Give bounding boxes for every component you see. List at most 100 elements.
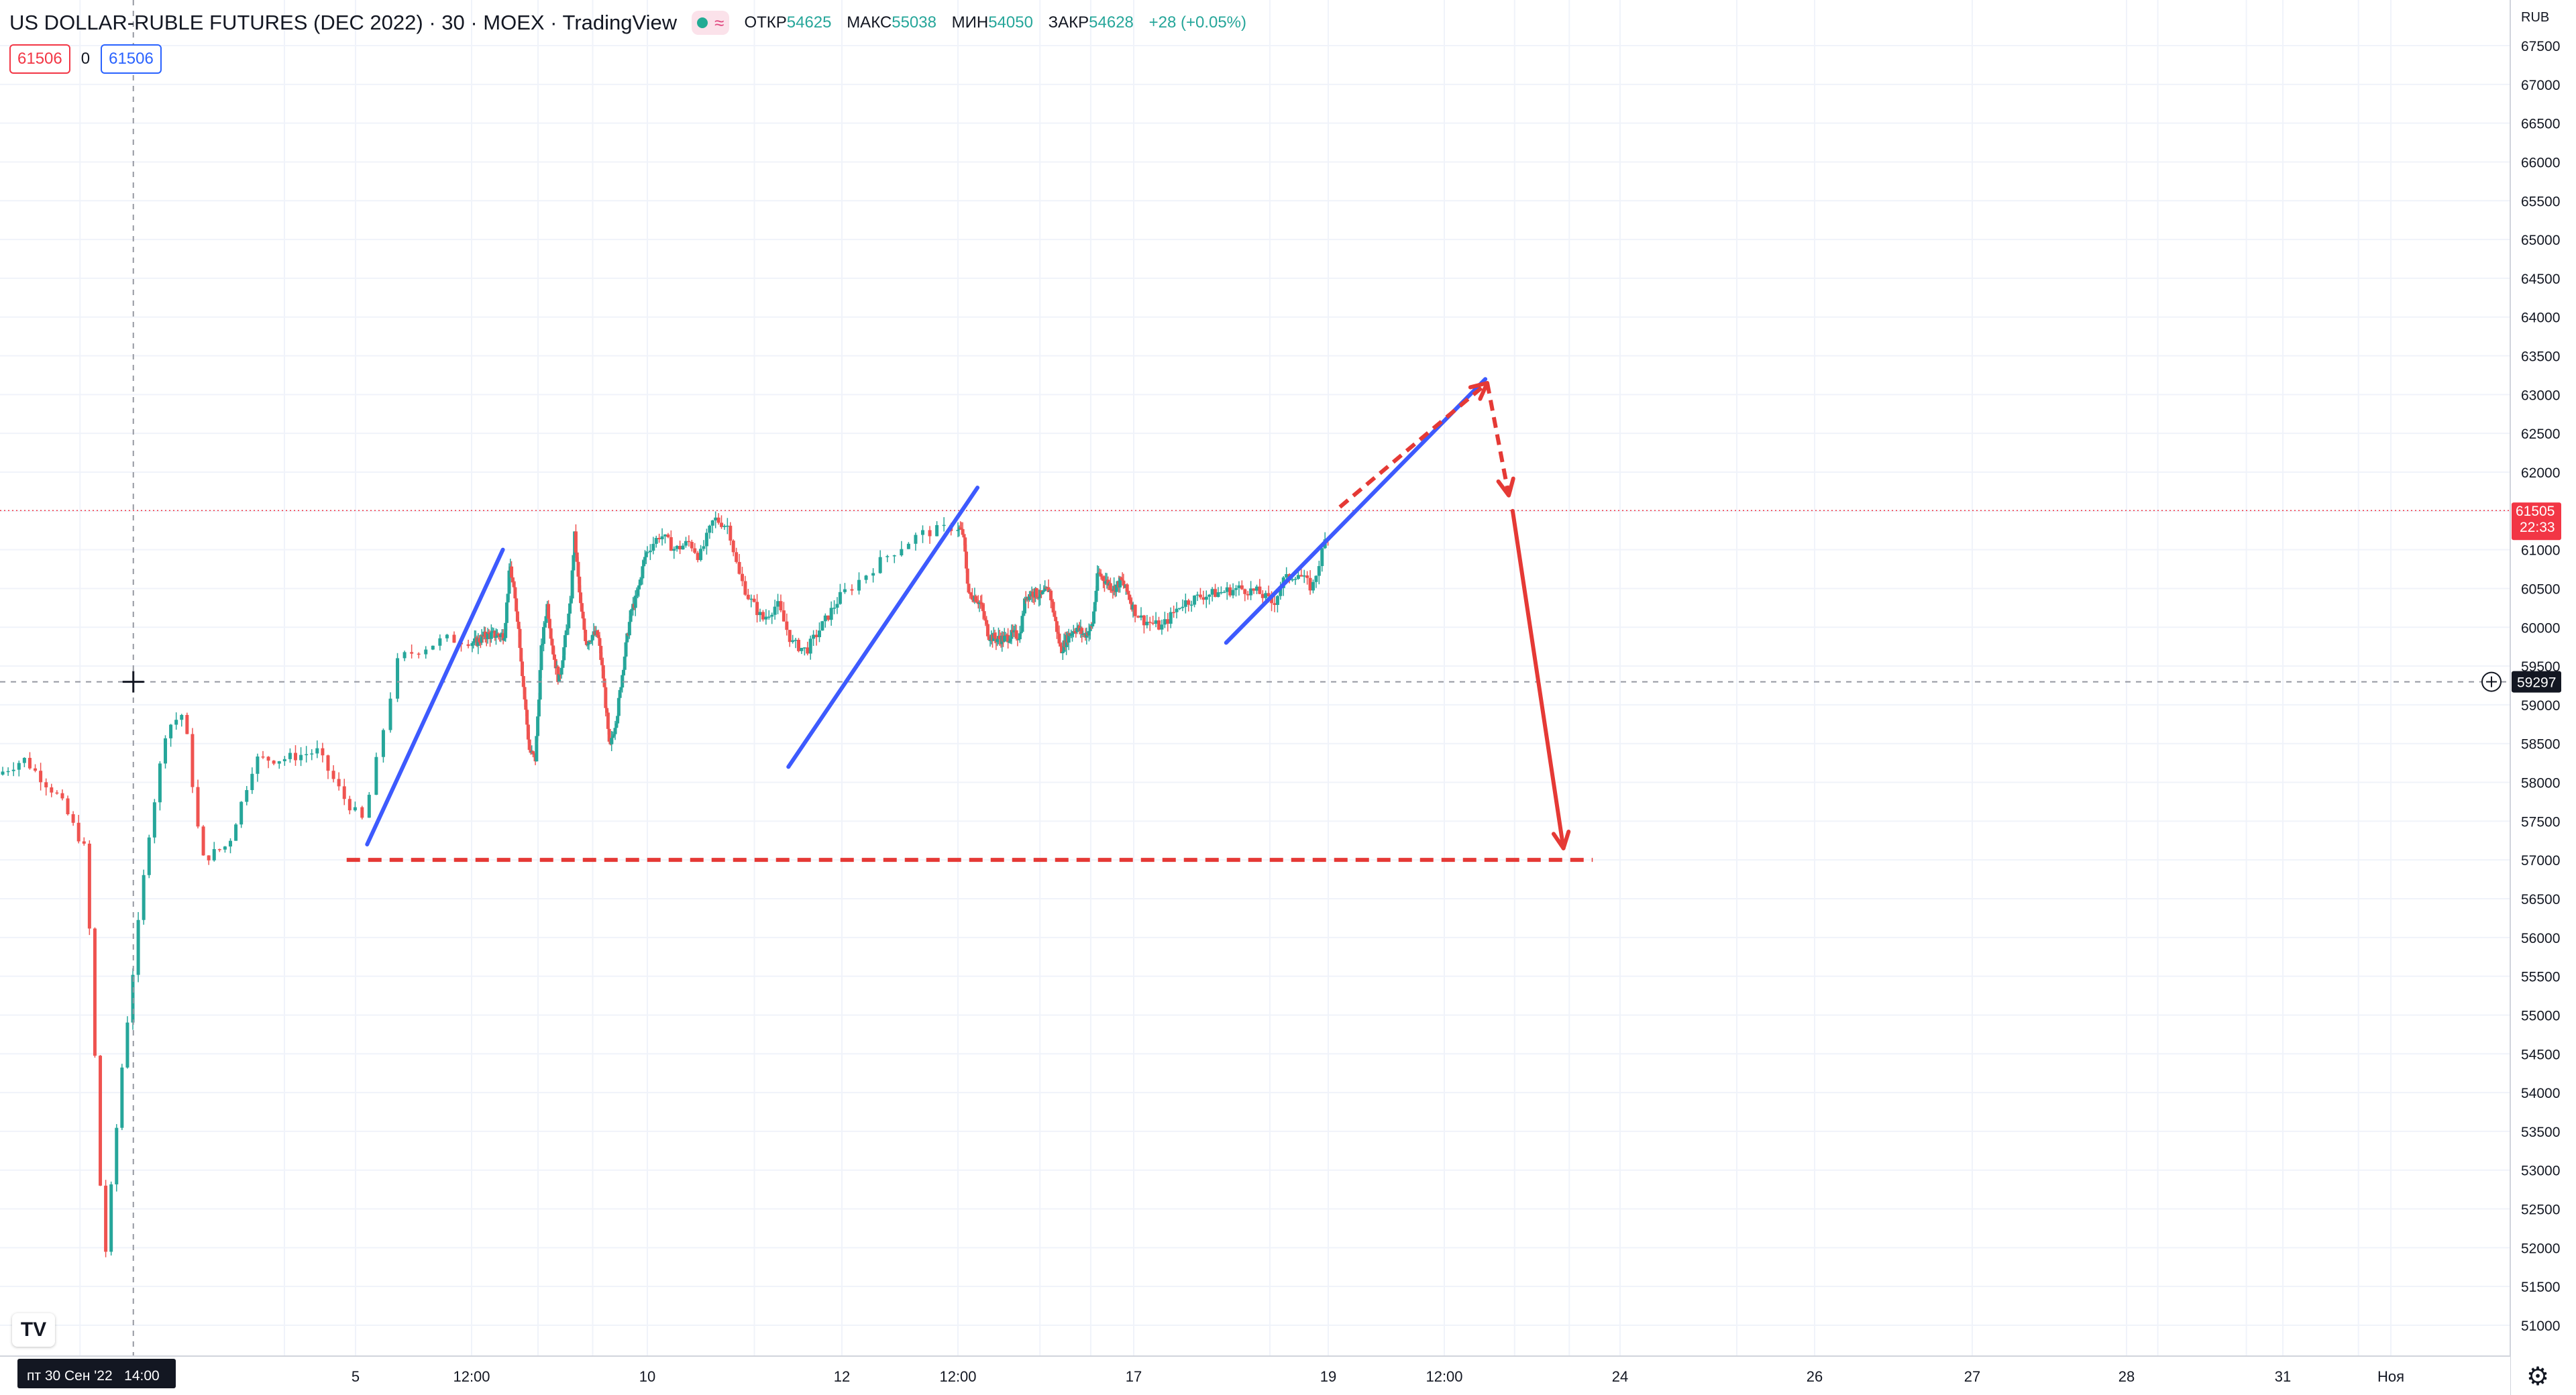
candle-body — [1016, 638, 1020, 640]
candle-body — [496, 633, 500, 636]
candle-body — [817, 630, 821, 638]
candle-body — [660, 536, 664, 540]
candle-body — [1175, 608, 1179, 612]
candle-body — [1126, 592, 1130, 595]
candle-body — [681, 545, 685, 550]
candle-body — [642, 560, 646, 567]
candle-body — [147, 837, 151, 875]
price-tick-label: 59500 — [2521, 659, 2560, 675]
candle-body — [785, 621, 789, 630]
ohlc-values: ОТКР54625 МАКС55038 МИН54050 ЗАКР54628 +… — [744, 13, 1246, 32]
candle-body — [272, 761, 276, 764]
candle-body — [517, 622, 521, 629]
candle-body — [11, 769, 15, 771]
sell-button[interactable]: 61506 — [9, 44, 70, 74]
candle-body — [746, 594, 750, 600]
trend-line — [365, 547, 505, 847]
candle-body — [850, 589, 854, 591]
candle-body — [547, 604, 551, 619]
candle-body — [714, 517, 718, 520]
candle-body — [239, 801, 244, 825]
candle-body — [802, 647, 806, 649]
candle-body — [174, 720, 178, 725]
candle-body — [1320, 548, 1324, 567]
candle-body — [1074, 632, 1078, 633]
time-tick-label: 5 — [352, 1368, 360, 1385]
candle-body — [648, 551, 652, 553]
candle-body — [525, 710, 529, 725]
candle-body — [136, 919, 140, 975]
market-status-badge[interactable]: ≈ — [692, 11, 730, 35]
candle-body — [740, 573, 744, 581]
candle-body — [1010, 630, 1014, 639]
candle-body — [1093, 602, 1097, 612]
candle-body — [864, 575, 868, 580]
candle-body — [1051, 602, 1055, 613]
candle-body — [1308, 577, 1312, 591]
candle-body — [506, 594, 510, 603]
candle-body — [277, 761, 281, 764]
close-value: 54628 — [1089, 13, 1134, 32]
candle-body — [900, 549, 904, 555]
candle-body — [906, 543, 910, 549]
candle-body — [1034, 588, 1038, 598]
candle-body — [1302, 575, 1306, 577]
candle-body — [1252, 588, 1256, 591]
candle-body — [1136, 616, 1140, 618]
candle-body — [637, 585, 641, 590]
candle-body — [537, 700, 541, 717]
candle-body — [956, 530, 960, 531]
candle-body — [1187, 600, 1191, 605]
candle-body — [788, 630, 792, 643]
price-tick-label: 66000 — [2521, 155, 2560, 170]
candle-body — [974, 596, 978, 602]
candle-body — [288, 752, 292, 759]
candle-body — [988, 640, 992, 641]
candle-body — [527, 739, 531, 750]
candle-body — [564, 630, 568, 636]
candle-body — [93, 928, 97, 1056]
candle-body — [920, 530, 924, 535]
candle-body — [980, 602, 984, 605]
symbol-title[interactable]: US DOLLAR-RUBLE FUTURES (DEC 2022) · 30 … — [9, 11, 678, 34]
projection-solid-arrow — [1510, 508, 1566, 850]
candle-body — [1128, 594, 1132, 600]
candle-body — [1012, 630, 1016, 632]
candle-body — [1120, 579, 1124, 581]
candle-body — [720, 522, 724, 527]
candle-body — [299, 755, 303, 761]
candle-body — [1279, 588, 1283, 596]
candle-body — [1053, 612, 1057, 617]
candle-body — [704, 533, 708, 547]
candle-body — [1022, 613, 1026, 616]
candle-body — [66, 798, 70, 815]
candle-body — [669, 537, 673, 551]
candle-body — [857, 579, 861, 591]
candle-body — [1299, 575, 1303, 577]
currency-label: RUB — [2521, 10, 2549, 25]
candle-body — [826, 615, 830, 620]
gear-icon[interactable]: ⚙ — [2526, 1363, 2550, 1391]
candle-body — [1106, 579, 1110, 585]
tradingview-logo-icon[interactable]: TV — [12, 1313, 55, 1347]
candle-body — [1189, 604, 1193, 606]
price-tick-label: 63500 — [2521, 349, 2560, 365]
buy-button[interactable]: 61506 — [101, 44, 162, 74]
candle-body — [1050, 600, 1054, 602]
candle-body — [17, 763, 21, 770]
candle-body — [621, 669, 625, 675]
candle-body — [513, 587, 517, 599]
candle-body — [1270, 596, 1274, 604]
candle-body — [1219, 592, 1223, 594]
candle-body — [1108, 583, 1112, 590]
candle-body — [207, 855, 211, 860]
candle-body — [773, 606, 777, 615]
candle-body — [494, 636, 498, 638]
candle-body — [614, 723, 619, 728]
candle-body — [776, 601, 780, 607]
candle-body — [1305, 575, 1309, 578]
candle-body — [729, 525, 733, 541]
candle-body — [502, 638, 506, 640]
candle-body — [1049, 590, 1053, 601]
